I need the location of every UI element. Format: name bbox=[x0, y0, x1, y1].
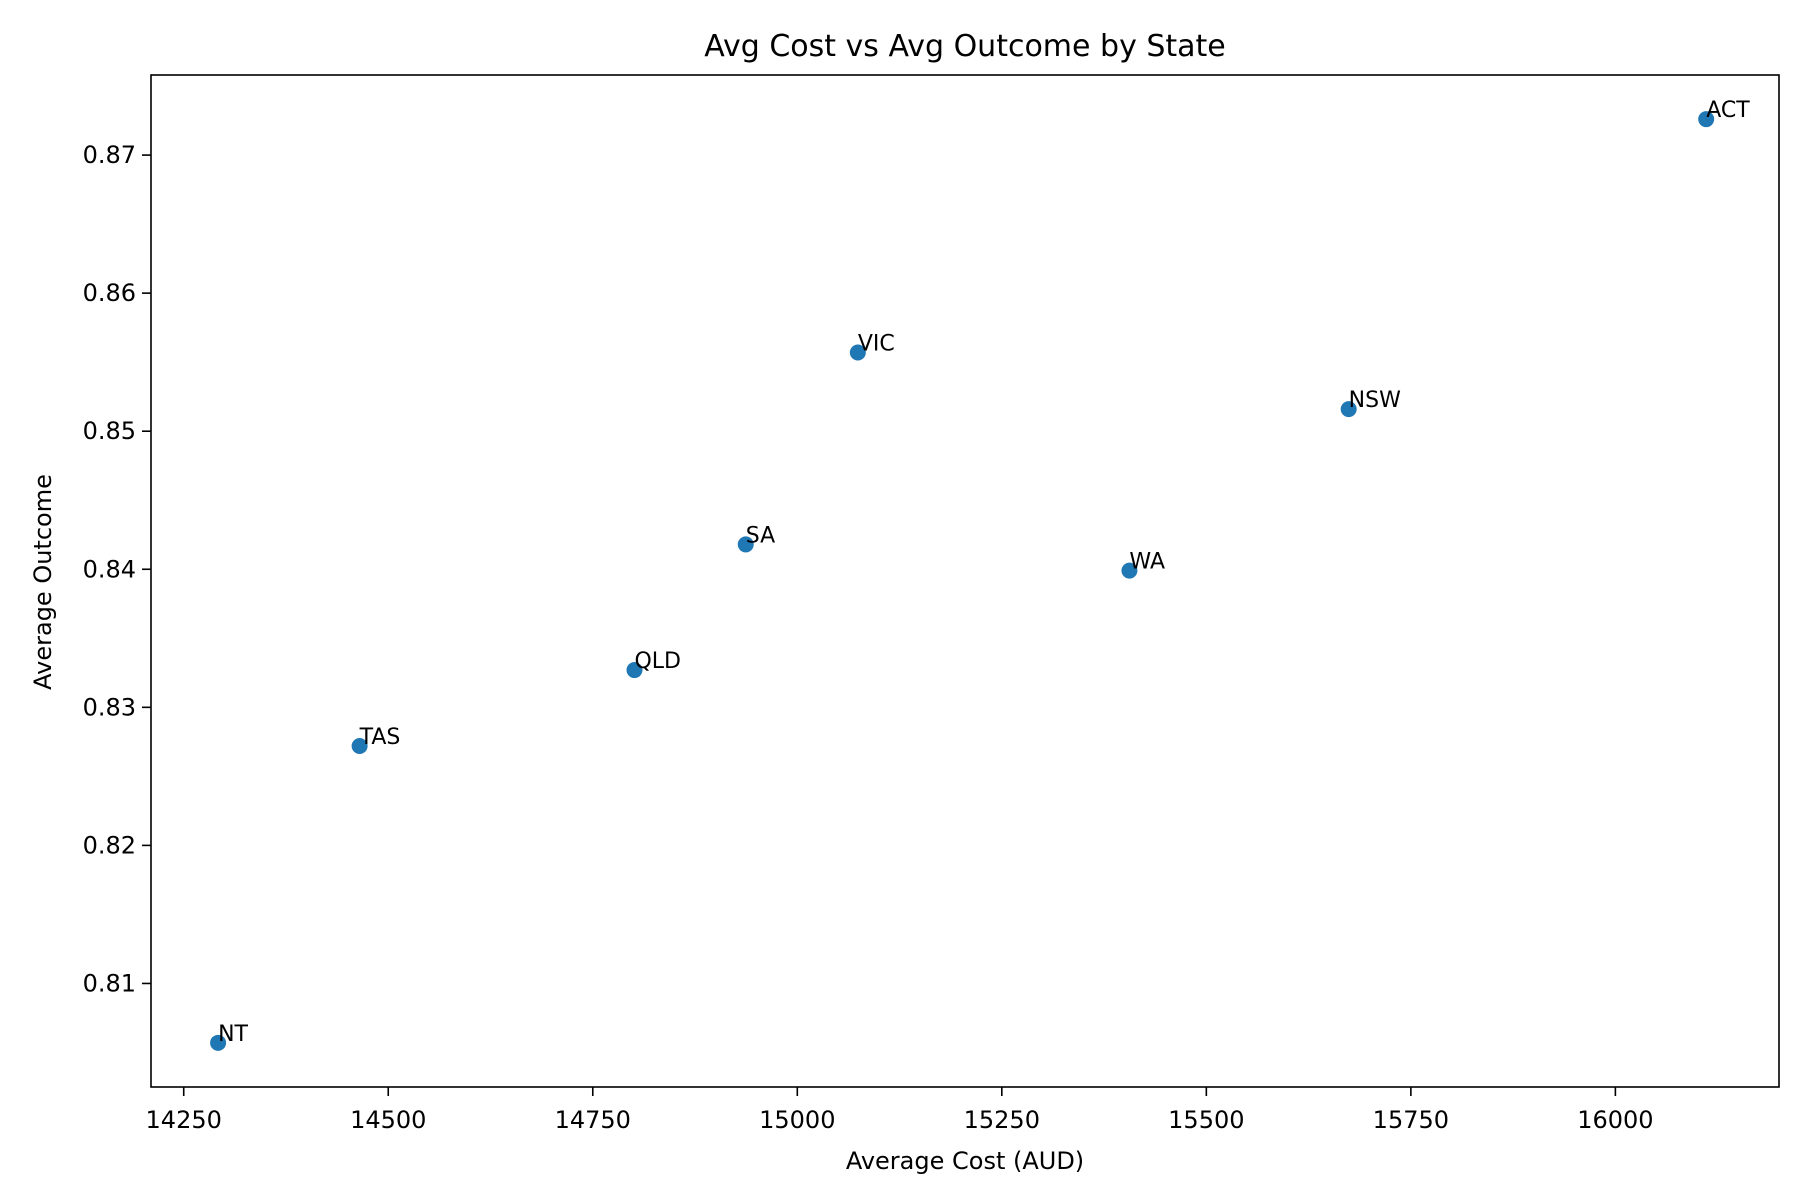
y-tick-label: 0.86 bbox=[83, 279, 136, 307]
y-tick-label: 0.83 bbox=[83, 693, 136, 721]
data-point-tas bbox=[351, 737, 368, 754]
x-tick-label: 16000 bbox=[1577, 1106, 1653, 1134]
point-label-wa: WA bbox=[1129, 550, 1165, 575]
y-tick-label: 0.85 bbox=[83, 417, 136, 445]
point-label-act: ACT bbox=[1706, 98, 1750, 123]
data-point-act bbox=[1698, 111, 1715, 128]
x-tick-label: 14750 bbox=[555, 1106, 631, 1134]
point-label-nt: NT bbox=[218, 1022, 248, 1047]
chart-title: Avg Cost vs Avg Outcome by State bbox=[704, 29, 1226, 64]
data-point-sa bbox=[737, 536, 754, 553]
data-point-nt bbox=[210, 1034, 227, 1051]
data-point-nsw bbox=[1340, 401, 1357, 418]
point-label-tas: TAS bbox=[359, 725, 401, 750]
data-point-wa bbox=[1121, 562, 1138, 579]
data-point-vic bbox=[849, 344, 866, 361]
y-tick-label: 0.84 bbox=[83, 555, 136, 583]
x-tick-label: 15750 bbox=[1373, 1106, 1449, 1134]
x-axis-ticks: 14250 14500 14750 15000 15250 15500 15750 16000 bbox=[146, 1087, 1654, 1134]
y-axis-label: Average Outcome bbox=[29, 474, 57, 690]
data-point-qld bbox=[626, 662, 643, 679]
data-points: NT TAS QLD SA VIC WA NSW ACT bbox=[210, 98, 1750, 1051]
x-tick-label: 15250 bbox=[964, 1106, 1040, 1134]
y-axis-ticks: 0.81 0.82 0.83 0.84 0.85 0.86 0.87 bbox=[83, 141, 151, 997]
point-label-qld: QLD bbox=[634, 649, 681, 674]
point-label-nsw: NSW bbox=[1349, 388, 1401, 413]
y-tick-label: 0.81 bbox=[83, 969, 136, 997]
x-axis-label: Average Cost (AUD) bbox=[846, 1147, 1084, 1175]
y-tick-label: 0.87 bbox=[83, 141, 136, 169]
x-tick-label: 15000 bbox=[759, 1106, 835, 1134]
point-label-vic: VIC bbox=[858, 332, 895, 357]
x-tick-label: 14500 bbox=[350, 1106, 426, 1134]
plot-area-frame bbox=[150, 74, 1780, 1088]
x-tick-label: 15500 bbox=[1168, 1106, 1244, 1134]
y-tick-label: 0.82 bbox=[83, 831, 136, 859]
x-tick-label: 14250 bbox=[146, 1106, 222, 1134]
point-label-sa: SA bbox=[746, 523, 775, 548]
